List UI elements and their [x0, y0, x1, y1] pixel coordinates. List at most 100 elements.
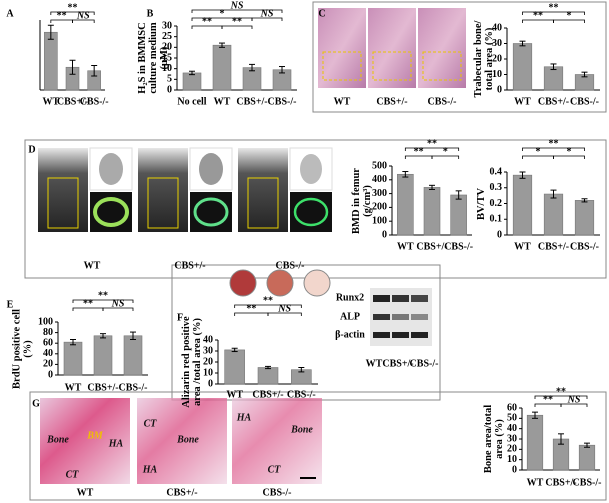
- image-caption: CBS-/-: [428, 96, 457, 107]
- y-tick-label: 40: [507, 423, 517, 434]
- significance-label: NS: [76, 10, 90, 21]
- y-tick-label: 20: [203, 356, 213, 367]
- tissue-label: Bone: [290, 424, 313, 435]
- y-tick-label: 30: [507, 433, 517, 444]
- x-tick-label: CBS-/-: [570, 96, 599, 107]
- significance-label: **: [414, 146, 424, 157]
- panel-frame: [312, 1, 607, 113]
- blot-row-label: ALP: [340, 311, 360, 322]
- x-tick-label: CBS-/-: [444, 241, 473, 252]
- significance-label: **: [549, 138, 559, 149]
- x-tick-label: WT: [527, 477, 544, 488]
- x-tick-label: CBS+/-: [57, 96, 88, 107]
- y-tick-label: 100: [38, 316, 53, 327]
- tissue-label: Bone: [46, 434, 69, 445]
- significance-label: NS: [567, 394, 581, 405]
- x-tick-label: CBS-/-: [268, 96, 297, 107]
- significance-label: *: [220, 8, 225, 19]
- significance-label: **: [556, 386, 566, 397]
- y-tick-label: 200: [372, 202, 387, 213]
- y-tick-label: 20: [507, 444, 517, 455]
- significance-bracket: [431, 155, 460, 159]
- tissue-label: CT: [66, 469, 80, 480]
- significance-label: **: [533, 10, 543, 21]
- significance-bracket: [72, 299, 134, 303]
- image-caption: WT: [334, 96, 351, 107]
- bar: [63, 341, 83, 376]
- bar: [574, 200, 595, 236]
- y-tick-label: 0: [512, 464, 517, 475]
- bar: [450, 194, 467, 236]
- significance-label: **: [202, 16, 212, 27]
- bar: [526, 414, 544, 471]
- x-tick-label: CBS-/-: [119, 382, 148, 393]
- y-tick-label: 0: [167, 84, 172, 95]
- bar: [224, 349, 245, 385]
- panel-label: G: [32, 398, 40, 409]
- x-tick-label: WT: [226, 389, 243, 400]
- panel-label: B: [147, 8, 154, 19]
- y-tick-label: 40: [203, 334, 213, 345]
- bar: [44, 31, 58, 91]
- image-caption: WT: [77, 487, 94, 498]
- x-tick-label: WT: [514, 96, 531, 107]
- y-tick-label: 0.3: [490, 182, 503, 193]
- y-tick-label: 25: [162, 31, 172, 42]
- x-tick-label: WT: [65, 382, 82, 393]
- tissue-label: HA: [236, 412, 252, 423]
- significance-label: **: [98, 290, 108, 301]
- significance-bracket: [560, 403, 588, 407]
- y-tick-label: 10: [203, 367, 213, 378]
- y-axis-label: BMD in femur (g/cm³): [351, 167, 373, 234]
- significance-bracket: [534, 395, 588, 399]
- significance-bracket: [251, 17, 283, 21]
- y-tick-label: 0: [497, 229, 502, 240]
- significance-label: **: [543, 394, 553, 405]
- y-tick-label: 10: [162, 63, 172, 74]
- image-caption: CBS-/-: [276, 260, 305, 271]
- significance-label: NS: [260, 8, 274, 19]
- y-axis-label: Trabecular bone/ total area (%): [473, 20, 495, 98]
- x-tick-label: CBS-/-: [570, 241, 599, 252]
- x-tick-label: CBS-/-: [573, 477, 602, 488]
- tissue-label: BM: [86, 430, 104, 441]
- significance-label: **: [57, 10, 67, 21]
- significance-label: **: [83, 298, 93, 309]
- significance-label: **: [68, 2, 78, 13]
- tissue-label: Bone: [176, 434, 199, 445]
- x-tick-label: CBS-/-: [80, 96, 109, 107]
- significance-bracket: [522, 11, 585, 15]
- x-tick-label: CBS+/-: [252, 389, 283, 400]
- y-tick-label: 0: [208, 378, 213, 389]
- y-tick-label: 0.4: [490, 166, 503, 177]
- panel-frame: [29, 391, 607, 501]
- significance-label: **: [549, 2, 559, 13]
- x-tick-label: WT: [214, 96, 231, 107]
- y-tick-label: 0: [497, 84, 502, 95]
- x-tick-label: CBS+/-: [416, 241, 447, 252]
- significance-bracket: [404, 147, 460, 151]
- bar: [543, 193, 564, 236]
- y-tick-label: 0.2: [490, 198, 503, 209]
- bar: [123, 335, 143, 376]
- blot-lane-label: WT: [366, 358, 383, 369]
- y-tick-label: 40: [492, 22, 502, 33]
- tissue-label: CT: [144, 418, 158, 429]
- significance-bracket: [221, 25, 253, 29]
- western-blot: [370, 288, 432, 346]
- x-tick-label: WT: [397, 241, 414, 252]
- x-tick-label: CBS-/-: [287, 389, 316, 400]
- panel-label: E: [7, 299, 14, 310]
- y-tick-label: 10: [492, 69, 502, 80]
- y-tick-label: 60: [43, 337, 53, 348]
- y-tick-label: 20: [492, 53, 502, 64]
- significance-bracket: [50, 11, 95, 15]
- significance-bracket: [191, 9, 283, 13]
- bar: [578, 444, 596, 471]
- significance-label: **: [263, 295, 273, 306]
- bar: [212, 44, 232, 91]
- x-tick-label: CBS+/-: [538, 96, 569, 107]
- significance-bracket: [553, 155, 585, 159]
